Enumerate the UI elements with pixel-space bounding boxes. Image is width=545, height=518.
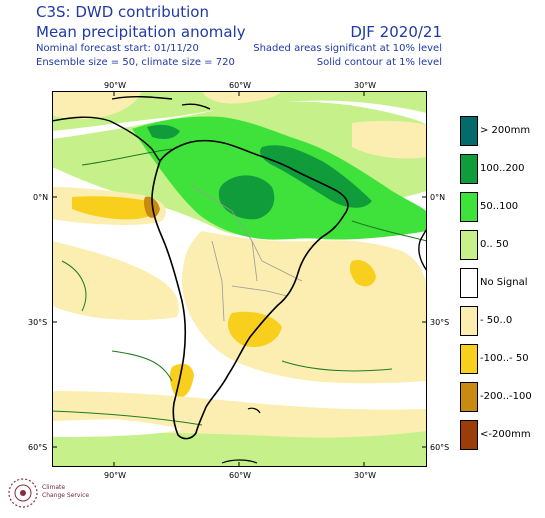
significance-contour [52, 148, 427, 426]
top-lon-label: 90°W [104, 81, 127, 90]
logo-line2: Change Service [42, 492, 90, 499]
bottom-lon-label: 60°W [229, 471, 252, 480]
legend-label: -100..- 50 [480, 353, 529, 364]
forecast-start: Nominal forecast start: 01/11/20 [36, 43, 199, 54]
right-lat-label: 30°S [430, 318, 450, 327]
legend-swatch [460, 420, 478, 450]
legend-item: - 50..0 [460, 306, 545, 340]
bottom-lon-label: 90°W [104, 471, 127, 480]
strong-positive-anomaly [260, 145, 372, 208]
legend-label: 50..100 [480, 201, 519, 212]
copernicus-logo: Climate Change Service [6, 474, 126, 518]
left-lat-label: 60°S [28, 443, 48, 452]
central-america-coastline [52, 96, 211, 162]
island-coastline [221, 407, 261, 464]
legend-label: 100..200 [480, 163, 525, 174]
ensemble-size: Ensemble size = 50, climate size = 720 [36, 57, 235, 68]
moderate-negative-anomaly [349, 259, 376, 287]
legend-label: -200..-100 [480, 391, 532, 402]
legend-label: > 200mm [480, 125, 531, 136]
legend-item: -200..-100 [460, 382, 545, 416]
anomaly-map [52, 91, 427, 467]
right-lat-label: 0°N [430, 193, 446, 202]
legend-label: No Signal [480, 277, 528, 288]
bottom-lon-label: 30°W [354, 471, 377, 480]
south-america-coastline [151, 139, 349, 440]
contour-note: Solid contour at 1% level [316, 57, 442, 68]
positive-anomaly-area [52, 431, 427, 467]
strong-positive-anomaly [218, 175, 275, 220]
legend-item: No Signal [460, 268, 545, 302]
positive-anomaly-area [52, 91, 427, 131]
legend-item: 100..200 [460, 154, 545, 188]
title-line2: Mean precipitation anomaly [36, 23, 246, 41]
legend-label: 0.. 50 [480, 239, 509, 250]
left-lat-label: 30°S [28, 318, 48, 327]
negative-anomaly-area [202, 91, 282, 104]
strong-positive-anomaly [147, 124, 180, 139]
legend-swatch [460, 268, 478, 298]
top-lon-label: 60°W [229, 81, 252, 90]
moderate-negative-anomaly [72, 196, 158, 220]
negative-anomaly-area [52, 241, 179, 320]
legend-label: <-200mm [480, 429, 531, 440]
map-svg [52, 91, 427, 467]
season-label: DJF 2020/21 [350, 23, 442, 41]
negative-anomaly-area [352, 120, 427, 159]
moderate-negative-anomaly [169, 363, 194, 398]
positive-anomaly-area [132, 116, 427, 240]
shaded-note: Shaded areas significant at 10% level [253, 43, 442, 54]
legend-item: <-200mm [460, 420, 545, 454]
logo-text: Climate Change Service [42, 484, 89, 500]
top-lon-label: 30°W [354, 81, 377, 90]
left-lat-label: 0°N [33, 193, 49, 202]
legend-swatch [460, 382, 478, 412]
legend-swatch [460, 306, 478, 336]
legend-item: 50..100 [460, 192, 545, 226]
legend-item: -100..- 50 [460, 344, 545, 378]
title-line1: C3S: DWD contribution [36, 3, 209, 21]
climate-logo-icon [8, 478, 38, 508]
legend-swatch [460, 116, 478, 146]
moderate-negative-anomaly [227, 311, 282, 347]
legend-swatch [460, 192, 478, 222]
right-lat-label: 60°S [430, 443, 450, 452]
no-signal-area [52, 419, 182, 437]
country-border [191, 185, 303, 322]
legend-swatch [460, 154, 478, 184]
legend-item: > 200mm [460, 116, 545, 150]
legend-swatch [460, 344, 478, 374]
legend-label: - 50..0 [480, 315, 513, 326]
legend-item: 0.. 50 [460, 230, 545, 264]
logo-line1: Climate [42, 484, 66, 491]
legend-swatch [460, 230, 478, 260]
axis-ticks [52, 91, 427, 467]
